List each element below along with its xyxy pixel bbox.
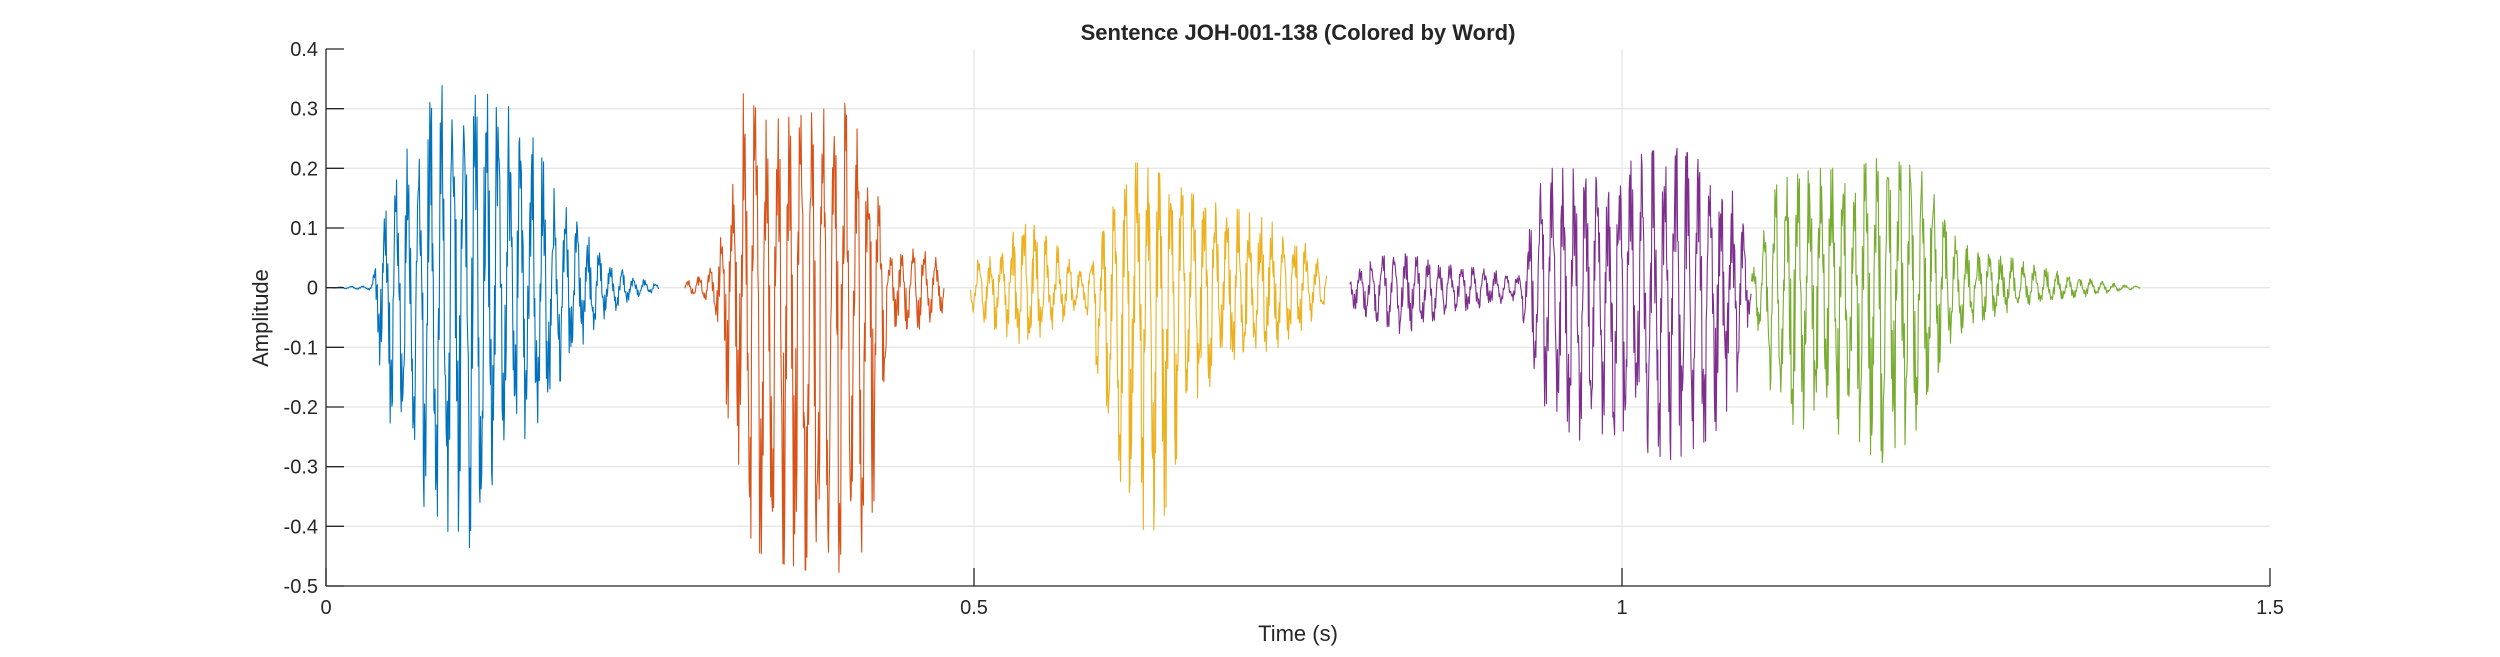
y-tick-label: -0.5 <box>284 576 318 598</box>
y-tick-labels: 0.4 0.3 0.2 0.1 0 -0.1 -0.2 -0.3 -0.4 -0.5 <box>284 39 318 598</box>
y-tick-label: 0.2 <box>290 158 318 180</box>
waveform-series-5 <box>1751 158 2141 464</box>
y-axis-label: Amplitude <box>248 269 273 367</box>
axes <box>325 48 2271 587</box>
series-group <box>325 85 2141 573</box>
x-axis-label: Time (s) <box>1258 621 1338 646</box>
y-tick-label: 0.4 <box>290 39 318 61</box>
waveform-series-1 <box>325 85 660 549</box>
y-tick-label: -0.4 <box>284 516 318 538</box>
y-tick-label: 0.1 <box>290 218 318 240</box>
grid-lines <box>326 49 2270 586</box>
y-tick-label: 0.3 <box>290 99 318 121</box>
y-tick-label: -0.2 <box>284 397 318 419</box>
x-tick-label: 0 <box>320 597 331 619</box>
y-tick-label: 0 <box>307 278 318 300</box>
waveform-series-4 <box>1349 147 1752 461</box>
x-tick-label: 1.5 <box>2256 597 2284 619</box>
x-tick-label: 1 <box>1616 597 1627 619</box>
chart-title: Sentence JOH-001-138 (Colored by Word) <box>1081 20 1516 45</box>
waveform-series-2 <box>684 93 945 573</box>
waveform-series-3 <box>969 162 1327 531</box>
x-tick-labels: 0 0.5 1 1.5 <box>320 597 2283 619</box>
y-tick-label: -0.1 <box>284 337 318 359</box>
y-tick-label: -0.3 <box>284 457 318 479</box>
x-tick-label: 0.5 <box>960 597 988 619</box>
